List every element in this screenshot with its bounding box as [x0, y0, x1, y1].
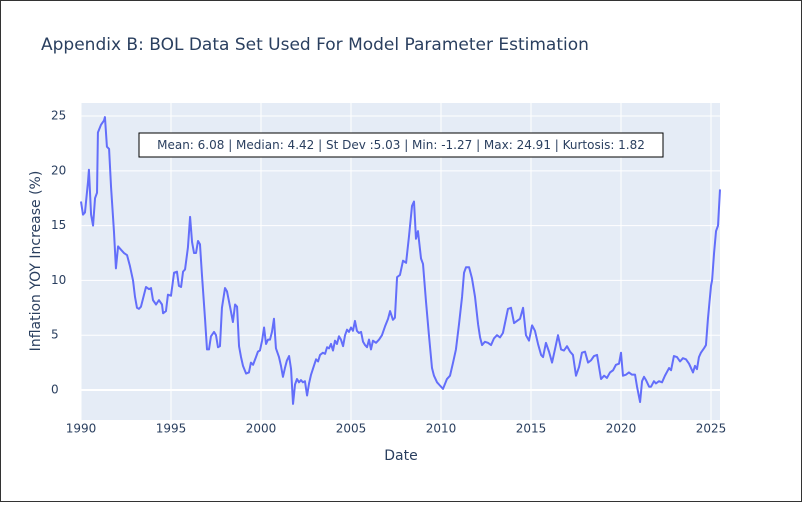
- y-tick-label: 25: [51, 109, 66, 123]
- y-tick-label: 5: [51, 328, 59, 342]
- x-tick-label: 2025: [696, 422, 727, 436]
- x-tick-label: 2000: [246, 422, 277, 436]
- x-tick-label: 2005: [336, 422, 367, 436]
- x-tick-label: 1995: [156, 422, 187, 436]
- chart-title: Appendix B: BOL Data Set Used For Model …: [41, 35, 589, 55]
- annotation-box: [138, 132, 664, 158]
- y-tick-label: 15: [51, 218, 66, 232]
- line-series: [80, 116, 721, 405]
- x-tick-label: 2020: [606, 422, 637, 436]
- x-tick-label: 2010: [426, 422, 457, 436]
- y-tick-label: 20: [51, 163, 66, 177]
- x-tick-label: 1990: [66, 422, 97, 436]
- y-tick-label: 10: [51, 273, 66, 287]
- annotation: Mean: 6.08 | Median: 4.42 | St Dev :5.03…: [157, 138, 645, 152]
- x-tick-label: 2015: [516, 422, 547, 436]
- x-axis-title: Date: [384, 448, 417, 464]
- y-tick-label: 0: [51, 382, 59, 396]
- y-axis-title: Inflation YOY Increase (%): [28, 171, 44, 352]
